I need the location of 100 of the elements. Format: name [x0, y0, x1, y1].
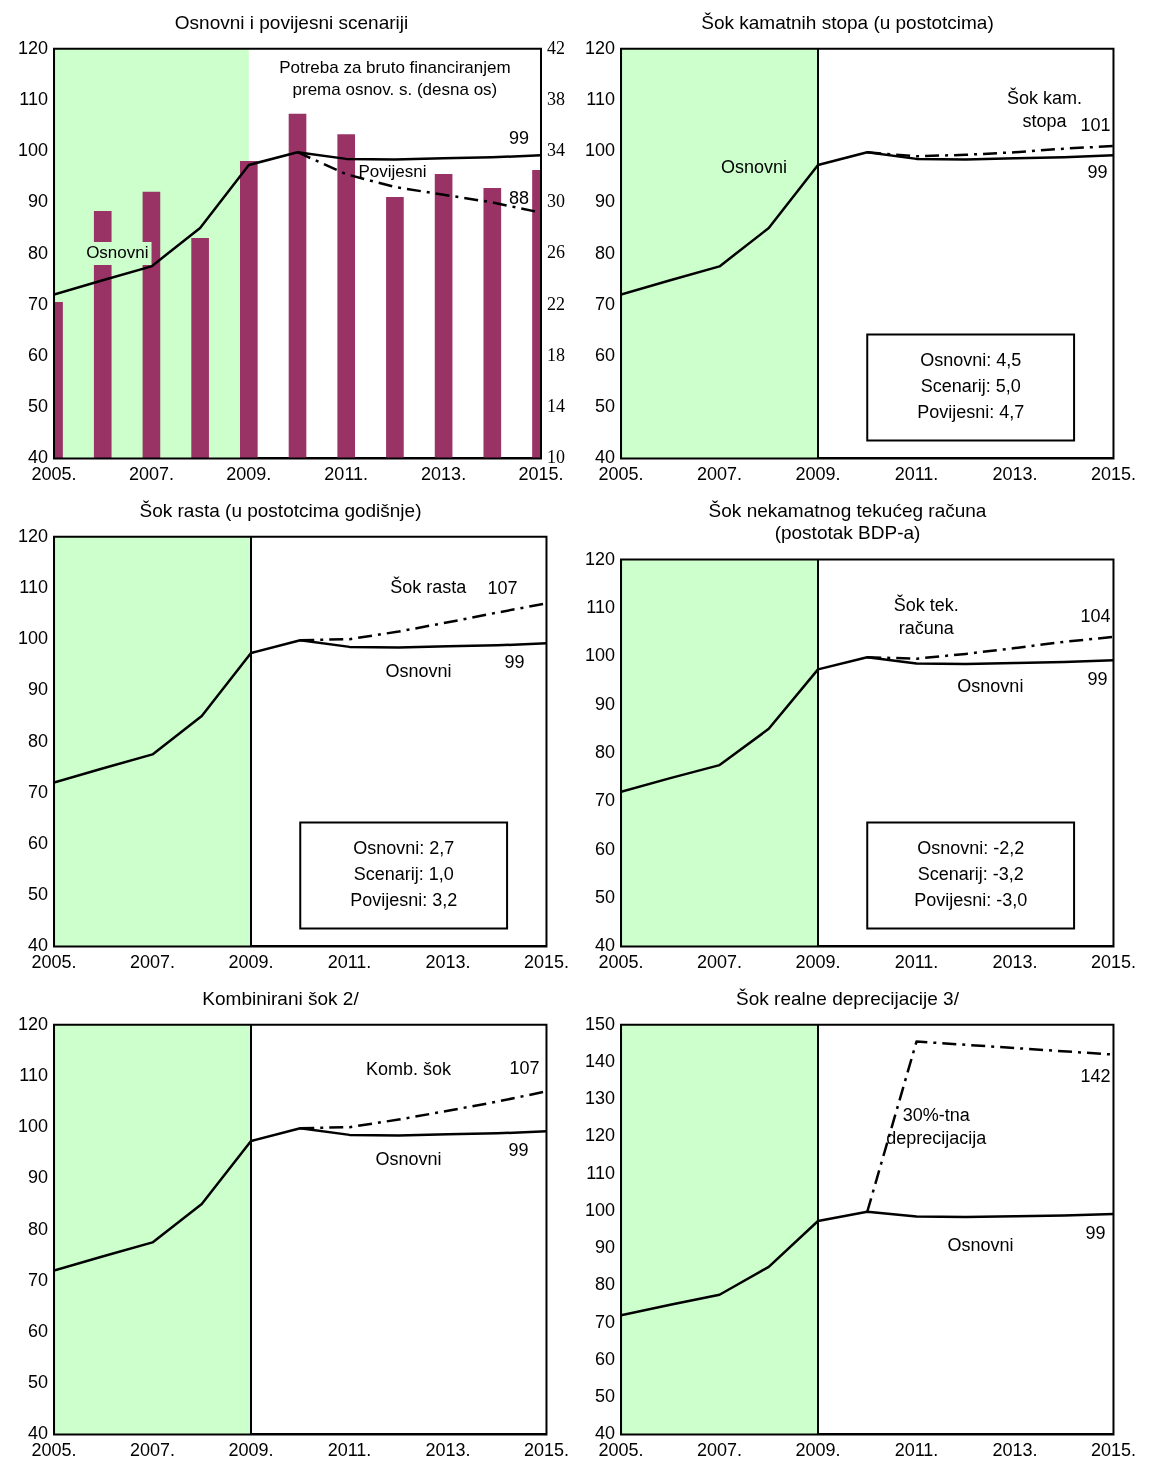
- y-tick-label: 80: [28, 730, 49, 751]
- y-tick-label: 110: [586, 596, 616, 617]
- y-tick-label: 60: [28, 1320, 49, 1341]
- y-tick-label: 60: [28, 832, 49, 853]
- y-tick-label: 90: [28, 1167, 49, 1188]
- series-label: Osnovni: [385, 660, 452, 681]
- x-tick-label: 2013.: [992, 464, 1038, 485]
- data-label: 99: [508, 128, 530, 149]
- y-tick-label: 70: [28, 781, 49, 802]
- y2-tick-label: 22: [547, 293, 565, 314]
- x-tick-label: 2009.: [795, 1440, 841, 1461]
- x-tick-label: 2011.: [324, 464, 369, 485]
- data-label: 99: [504, 652, 525, 673]
- x-tick-label: 2013.: [992, 952, 1038, 973]
- series-label: Šok tek. računa: [893, 594, 959, 639]
- series-label: Šok kam. stopa: [1007, 86, 1083, 131]
- data-label: 104: [1080, 605, 1111, 626]
- series-label: Potreba za bruto financiranjem prema osnov. s. (desna os): [279, 58, 511, 100]
- y-tick-label: 50: [28, 396, 49, 417]
- y-tick-label: 90: [28, 679, 49, 700]
- series-label: Osnovni: [375, 1148, 442, 1169]
- y-tick-label: 90: [595, 191, 616, 212]
- y-tick-label: 50: [28, 1372, 49, 1393]
- y-tick-label: 70: [28, 293, 49, 314]
- series-label: Povijesni: [358, 162, 427, 182]
- y2-tick-label: 34: [547, 139, 565, 160]
- x-tick-label: 2015.: [1090, 1440, 1136, 1461]
- data-label: 99: [1087, 669, 1108, 690]
- y-tick-label: 70: [595, 790, 616, 811]
- x-tick-label: 2015.: [1090, 952, 1136, 973]
- y2-tick-label: 42: [547, 37, 565, 58]
- x-tick-label: 2009.: [228, 1440, 274, 1461]
- series-label: Komb. šok: [366, 1058, 453, 1079]
- y2-tick-label: 26: [547, 242, 565, 263]
- data-label: 99: [1087, 162, 1108, 183]
- y-tick-label: 70: [595, 1311, 616, 1332]
- x-tick-label: 2009.: [795, 464, 841, 485]
- x-tick-label: 2011.: [327, 1440, 372, 1461]
- y-tick-label: 100: [17, 140, 49, 161]
- data-label: 88: [508, 187, 530, 208]
- series-label: Osnovni: [947, 1234, 1014, 1255]
- data-label: 99: [1085, 1222, 1106, 1243]
- y-tick-label: 110: [19, 1064, 49, 1085]
- y-tick-label: 50: [595, 1386, 616, 1407]
- y-tick-label: 110: [19, 88, 49, 109]
- data-label: 142: [1080, 1065, 1111, 1086]
- chart-title: Šok kamatnih stopa (u postotcima): [701, 11, 994, 33]
- y-tick-label: 120: [584, 37, 616, 58]
- data-label: 101: [1080, 115, 1111, 136]
- y-tick-label: 60: [595, 838, 616, 859]
- y-tick-label: 50: [595, 396, 616, 417]
- y-tick-label: 60: [595, 1348, 616, 1369]
- x-tick-label: 2011.: [894, 1440, 939, 1461]
- y-tick-label: 80: [595, 741, 616, 762]
- annotation: Osnovni: 2,7 Scenarij: 1,0 Povijesni: 3,2: [350, 838, 458, 911]
- x-tick-label: 2011.: [894, 952, 939, 973]
- annotation: Osnovni: 4,5 Scenarij: 5,0 Povijesni: 4,7: [917, 350, 1025, 423]
- chart-title: Šok rasta (u postotcima godišnje): [139, 499, 422, 521]
- y2-tick-label: 38: [547, 88, 565, 109]
- series-label: 30%-tna deprecijacija: [886, 1104, 988, 1148]
- x-tick-label: 2009.: [795, 952, 841, 973]
- y-tick-label: 120: [17, 1013, 49, 1034]
- y-tick-label: 80: [28, 1218, 49, 1239]
- y-tick-label: 70: [28, 1269, 49, 1290]
- y-tick-label: 100: [17, 1116, 49, 1137]
- data-label: 107: [509, 1058, 540, 1079]
- series-label: Osnovni: [957, 676, 1024, 697]
- data-label: 107: [487, 578, 518, 599]
- y-tick-label: 120: [17, 37, 49, 58]
- series-label: Šok rasta: [390, 575, 468, 597]
- x-tick-label: 2007.: [697, 464, 743, 485]
- y-tick-label: 100: [584, 1199, 616, 1220]
- x-tick-label: 2007.: [130, 952, 176, 973]
- y-tick-label: 110: [19, 576, 49, 597]
- chart-title: Šok nekamatnog tekućeg računa (postotak BDP-a): [708, 499, 987, 544]
- data-label: 99: [508, 1140, 529, 1161]
- chart-title: Kombinirani šok 2/: [202, 987, 360, 1009]
- y-tick-label: 140: [584, 1051, 616, 1072]
- y-tick-label: 100: [17, 628, 49, 649]
- y-tick-label: 80: [28, 242, 49, 263]
- x-tick-label: 2007.: [130, 1440, 176, 1461]
- y-tick-label: 150: [584, 1013, 616, 1034]
- x-tick-label: 2007.: [697, 1440, 743, 1461]
- y-tick-label: 120: [17, 525, 49, 546]
- x-tick-label: 2011.: [894, 464, 939, 485]
- y-tick-label: 60: [28, 344, 49, 365]
- y-tick-label: 110: [586, 88, 616, 109]
- y-tick-label: 130: [584, 1088, 616, 1109]
- x-tick-label: 2015.: [523, 1440, 569, 1461]
- y-tick-label: 90: [595, 1237, 616, 1258]
- annotation: Osnovni: -2,2 Scenarij: -3,2 Povijesni: -3,0: [914, 838, 1028, 911]
- y-tick-label: 50: [28, 884, 49, 905]
- x-tick-label: 2013.: [992, 1440, 1038, 1461]
- y-tick-label: 120: [584, 1125, 616, 1146]
- y2-tick-label: 18: [547, 344, 565, 365]
- y-tick-label: 90: [28, 191, 49, 212]
- x-tick-label: 2013.: [425, 952, 471, 973]
- y-tick-label: 80: [595, 1274, 616, 1295]
- x-tick-label: 2009.: [226, 464, 272, 485]
- y-tick-label: 110: [586, 1162, 616, 1183]
